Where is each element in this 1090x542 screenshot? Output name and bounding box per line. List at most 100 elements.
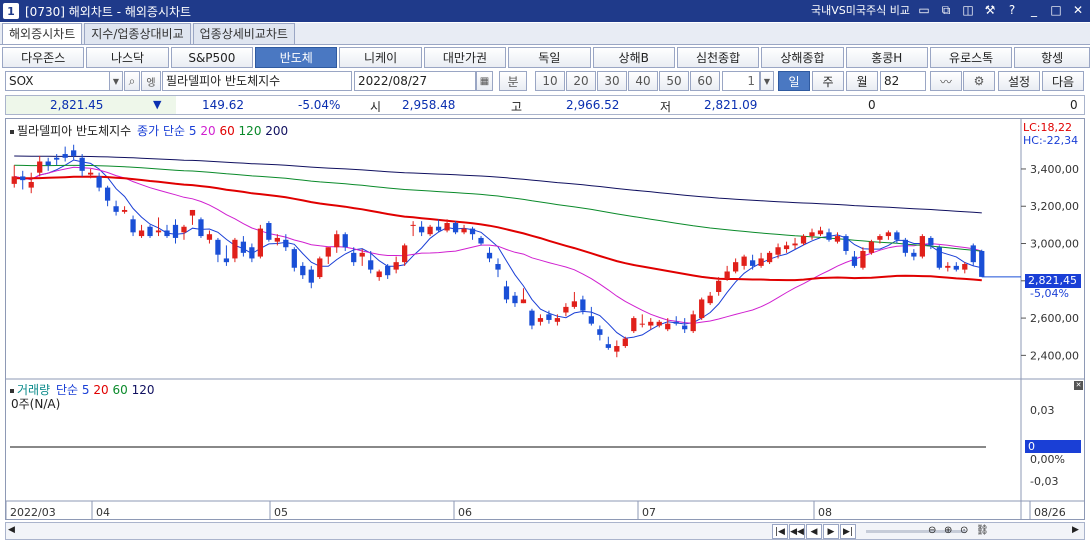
candle-body — [792, 243, 798, 246]
link-icon[interactable]: ⛓ — [976, 525, 989, 536]
market-hongkong-h[interactable]: 홍콩H — [845, 47, 928, 68]
candle-body — [512, 295, 518, 304]
chart-panel[interactable]: 3,400,003,200,003,000,002,800,002,600,00… — [5, 118, 1085, 520]
candle-body — [546, 314, 552, 320]
zoom-out-icon[interactable]: ⊖ — [928, 525, 937, 536]
candle-body — [452, 223, 459, 233]
candle-body — [317, 258, 323, 278]
ma-200-line — [14, 155, 982, 214]
minimize-icon[interactable]: _ — [1031, 3, 1037, 17]
scroll-next-page-icon[interactable]: ▶| — [840, 524, 856, 539]
candle-body — [291, 249, 297, 268]
copy-icon[interactable]: ⧉ — [941, 2, 951, 17]
candle-body — [274, 237, 280, 242]
scroll-next-icon[interactable]: ▶ — [823, 524, 839, 539]
close-icon[interactable]: ✕ — [1072, 3, 1084, 17]
symbol-dropdown-icon[interactable]: ▼ — [109, 71, 123, 91]
last-percent-tag: -5,04% — [1030, 287, 1069, 300]
scroll-left-icon[interactable]: ◀ — [8, 525, 15, 535]
last-price-tag: 2,821,45 — [1025, 274, 1081, 288]
legend-label: 종가 단순 — [137, 124, 186, 138]
market-shanghai-b[interactable]: 상해B — [592, 47, 675, 68]
chart-legend: 필라델피아 반도체지수 종가 단순 5 20 60 120 200 — [10, 122, 288, 139]
candle-body — [783, 245, 790, 250]
chart-type-icon[interactable]: 〰 — [930, 71, 962, 91]
volume-legend-label: 단순 — [55, 383, 79, 397]
tab-overseas-chart[interactable]: 해외증시차트 — [2, 23, 83, 44]
tool-icon[interactable]: ⚒ — [984, 3, 996, 17]
market-hangseng[interactable]: 항셍 — [1014, 47, 1090, 68]
market-nikkei[interactable]: 니케이 — [339, 47, 422, 68]
chart-scrollbar[interactable]: ◀ |◀ ◀◀ ◀ ▶ ▶| ⊖ ⊕ ⊙ ⛓ ▶ — [5, 522, 1085, 540]
settings-button[interactable]: 설정 — [998, 71, 1040, 91]
scroll-prev-icon[interactable]: ◀ — [806, 524, 822, 539]
search-icon[interactable]: ⌕ — [124, 71, 140, 91]
market-germany[interactable]: 독일 — [508, 47, 591, 68]
help-icon[interactable]: ? — [1008, 3, 1016, 17]
market-sp500[interactable]: S&P500 — [170, 47, 254, 68]
zoom-reset-icon[interactable]: ⊙ — [960, 525, 969, 536]
next-button[interactable]: 다음 — [1042, 71, 1084, 91]
calendar-icon[interactable]: ▦ — [476, 71, 493, 91]
candle-body — [181, 226, 187, 233]
interval-20[interactable]: 20 — [566, 71, 596, 91]
scroll-track[interactable] — [866, 530, 966, 533]
market-shenzhen[interactable]: 심천종합 — [676, 47, 760, 68]
candle-body — [402, 245, 408, 263]
candle-body — [928, 237, 934, 246]
gear-icon[interactable]: ⚙ — [963, 71, 995, 91]
market-eurostoxx[interactable]: 유로스톡 — [929, 47, 1013, 68]
tab-sector-compare[interactable]: 업종상세비교차트 — [192, 23, 295, 44]
high-label: 고 — [511, 100, 523, 114]
candle-body — [945, 265, 951, 268]
scroll-right-icon[interactable]: ▶ — [1072, 525, 1079, 535]
compare-link[interactable]: 국내VS미국주식 비교 — [811, 4, 910, 17]
price-chart-svg[interactable]: 3,400,003,200,003,000,002,800,002,600,00… — [6, 119, 1084, 519]
interval-dropdown-icon[interactable]: ▼ — [760, 71, 774, 91]
period-week-button[interactable]: 주 — [812, 71, 844, 91]
screen-icon[interactable]: ▭ — [918, 3, 930, 17]
count-input[interactable]: 82 — [880, 71, 926, 91]
market-nasdaq[interactable]: 나스닥 — [86, 47, 169, 68]
interval-40[interactable]: 40 — [628, 71, 658, 91]
candle-body — [376, 271, 382, 278]
candle-body — [614, 346, 620, 352]
x-tick-label: 04 — [96, 506, 110, 519]
interval-50[interactable]: 50 — [659, 71, 689, 91]
zoom-in-icon[interactable]: ⊕ — [944, 525, 953, 536]
candle-body — [113, 206, 119, 212]
candle-body — [215, 239, 221, 255]
maximize-icon[interactable]: □ — [1050, 3, 1062, 17]
candle-body — [96, 176, 102, 188]
window-icon[interactable]: ◫ — [962, 3, 974, 17]
minute-button[interactable]: 분 — [499, 71, 527, 91]
period-month-button[interactable]: 월 — [846, 71, 878, 91]
unit-button[interactable]: 엥 — [141, 71, 161, 91]
candle-body — [20, 176, 26, 181]
interval-60[interactable]: 60 — [690, 71, 720, 91]
interval-10[interactable]: 10 — [535, 71, 565, 91]
market-semiconductor[interactable]: 반도체 — [255, 47, 338, 68]
date-input[interactable]: 2022/08/27 — [354, 71, 476, 91]
tab-relative-compare[interactable]: 지수/업종상대비교 — [84, 23, 191, 44]
period-day-button[interactable]: 일 — [778, 71, 810, 91]
market-dow[interactable]: 다우존스 — [2, 47, 85, 68]
y-tick-label: 3,000,00 — [1030, 238, 1079, 251]
market-taiwan[interactable]: 대만가권 — [423, 47, 507, 68]
candle-body — [902, 239, 909, 253]
candle-body — [461, 228, 467, 233]
candle-body — [79, 157, 85, 171]
interval-30[interactable]: 30 — [597, 71, 627, 91]
candle-body — [300, 265, 306, 276]
scroll-prev-page-icon[interactable]: ◀◀ — [789, 524, 805, 539]
candle-body — [232, 239, 238, 259]
volume-close-icon[interactable]: ✕ — [1074, 381, 1083, 390]
symbol-input[interactable]: SOX — [5, 71, 119, 91]
candle-body — [87, 172, 94, 175]
interval-count-input[interactable]: 1 — [722, 71, 760, 91]
candle-body — [138, 230, 145, 237]
market-shanghai[interactable]: 상해종합 — [761, 47, 844, 68]
candle-body — [588, 316, 594, 324]
scroll-first-icon[interactable]: |◀ — [772, 524, 788, 539]
volume-panel: 0,03 0,00% -0,03 — [10, 404, 1065, 488]
